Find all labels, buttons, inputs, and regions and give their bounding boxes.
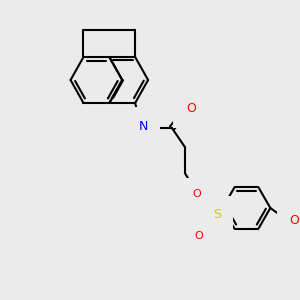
Text: O: O xyxy=(289,212,299,224)
Text: O: O xyxy=(194,231,203,241)
Text: S: S xyxy=(213,208,221,221)
Text: N: N xyxy=(138,119,148,133)
Text: O: O xyxy=(192,189,201,199)
Text: H: H xyxy=(129,128,137,138)
Text: O: O xyxy=(289,214,299,227)
Text: O: O xyxy=(186,103,196,116)
